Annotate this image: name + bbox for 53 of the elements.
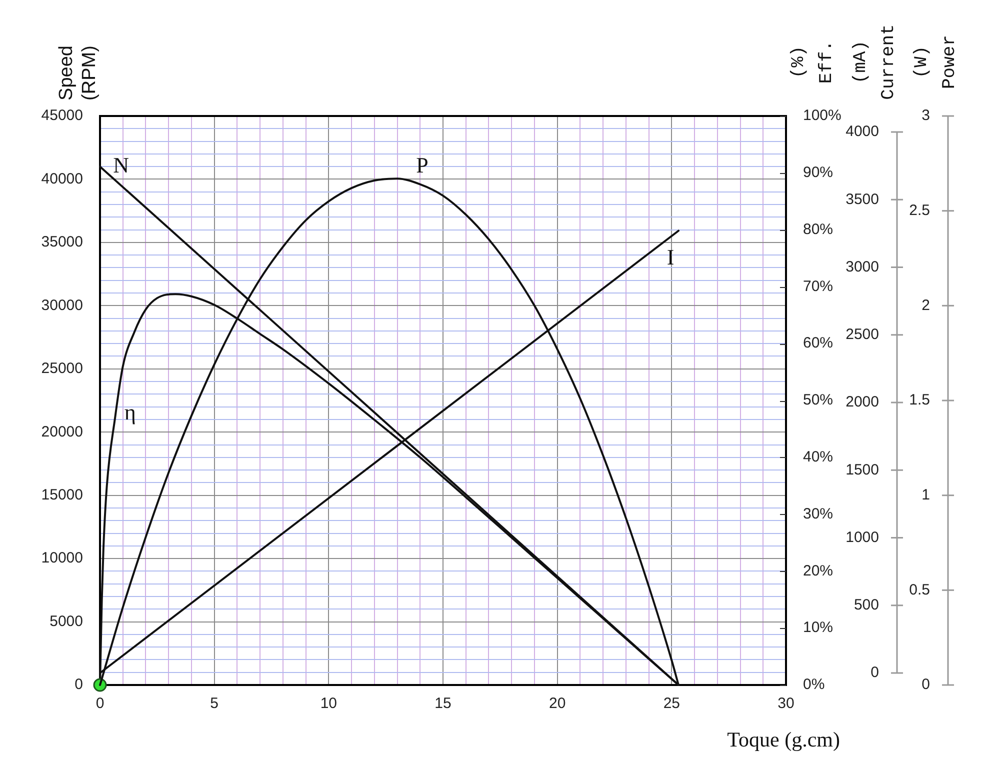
y-tick-label: 0 [74,676,83,694]
series-label: P [416,152,428,178]
x-tick-label: 0 [96,695,104,712]
y-tick-label: 5000 [50,612,83,630]
y2-tick-label: 100% [803,107,842,124]
y-tick-label: 40000 [41,170,83,188]
x-tick-label: 10 [320,695,338,712]
y-tick-label: 0.5 [909,581,930,598]
y-tick-label: 0 [922,676,930,694]
y-tick-label: 15000 [41,486,83,504]
y-tick-label: 20000 [41,423,83,440]
y3-tick-label: 1500 [846,461,879,478]
y2-axis-title: (%) Eff. [788,40,838,84]
y-tick-label: 30000 [41,296,83,314]
y2-tick-label: 10% [803,619,834,636]
y2-tick-label: 80% [803,220,834,238]
series-label: η [124,399,136,424]
y2-tick-label: 50% [803,392,834,409]
y-axis-title: Speed (RPM) [55,46,101,100]
x-tick-label: 15 [434,695,452,712]
y3-tick-label: 0 [870,664,879,682]
y2-tick-label: 90% [803,164,834,182]
x-tick-label: 25 [663,695,680,712]
y3-tick-label: 2000 [846,394,879,411]
y3-tick-label: 4000 [846,123,879,140]
y-tick-label: 3 [922,107,930,124]
y-tick-label: 2 [922,296,930,314]
y-tick-label: 35000 [41,234,83,251]
y-tick-label: 10000 [41,550,83,567]
y3-tick-label: 3500 [846,190,879,208]
y3-tick-label: 2500 [846,326,879,344]
series-label: I [666,244,674,270]
series-label: N [113,152,130,178]
y-axis-title: (W) Power [911,34,961,90]
x-axis-title: Toque (g.cm) [727,728,840,752]
y2-tick-label: 40% [803,448,834,466]
y-tick-label: 1.5 [909,392,930,409]
y2-tick-label: 0% [803,676,825,694]
y2-tick-label: 70% [803,278,834,295]
y3-tick-label: 1000 [846,528,879,546]
y-tick-label: 25000 [41,360,83,378]
y-tick-label: 2.5 [909,202,930,219]
y3-tick-label: 500 [854,596,879,614]
y-tick-label: 1 [922,486,930,504]
x-tick-label: 5 [210,695,219,712]
y3-axis-title: (mA) Current [850,24,900,100]
y3-tick-label: 3000 [846,258,879,276]
x-tick-label: 20 [548,695,566,712]
y-tick-label: 45000 [41,107,83,124]
y2-tick-label: 30% [803,505,834,522]
y2-tick-label: 20% [803,562,834,580]
x-tick-label: 30 [778,695,794,712]
y2-tick-label: 60% [803,334,834,352]
